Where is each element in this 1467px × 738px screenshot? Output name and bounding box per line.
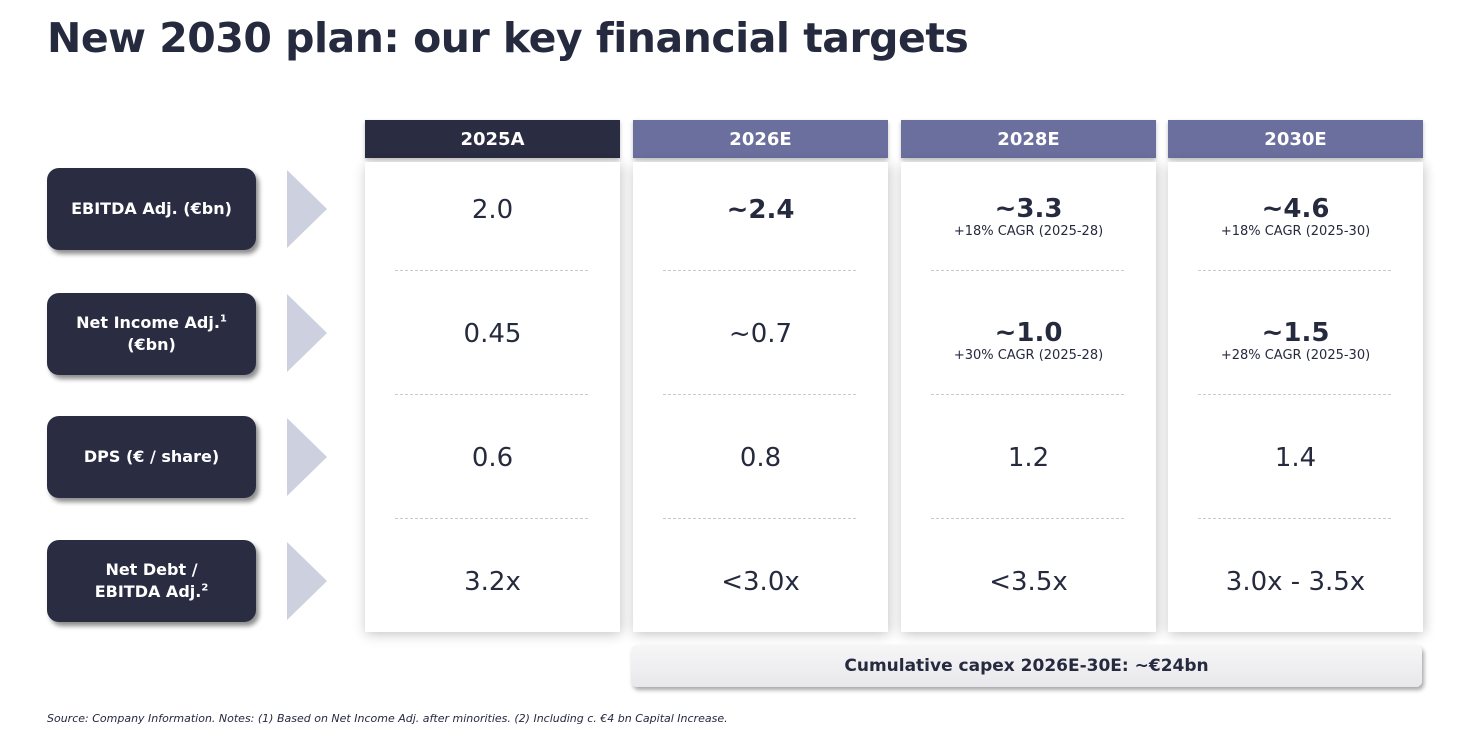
arrow-right-icon bbox=[287, 294, 327, 372]
cell-dps: 1.4 bbox=[1168, 443, 1423, 473]
arrow-right-icon bbox=[287, 418, 327, 496]
row-label-text: DPS (€ / share) bbox=[83, 447, 220, 467]
footnote-marker: 2 bbox=[201, 582, 209, 594]
row-label-text: Net Income Adj. bbox=[76, 313, 220, 333]
cell-ebitda: ~4.6 +18% CAGR (2025-30) bbox=[1168, 194, 1423, 240]
cell-net-income: 0.45 bbox=[365, 319, 620, 349]
column-2030e: 2030E ~4.6 +18% CAGR (2025-30) ~1.5 +28%… bbox=[1168, 120, 1423, 632]
cell-value: ~1.5 bbox=[1261, 318, 1330, 348]
cell-dps: 1.2 bbox=[901, 443, 1156, 473]
cell-net-income: ~1.5 +28% CAGR (2025-30) bbox=[1168, 318, 1423, 364]
column-body: ~2.4 ~0.7 0.8 <3.0x bbox=[633, 162, 888, 632]
column-2028e: 2028E ~3.3 +18% CAGR (2025-28) ~1.0 +30%… bbox=[901, 120, 1156, 632]
cell-cagr: +30% CAGR (2025-28) bbox=[953, 348, 1104, 363]
cell-cagr: +18% CAGR (2025-30) bbox=[1220, 224, 1371, 239]
row-label-text: Net Debt / bbox=[105, 560, 198, 580]
column-body: ~3.3 +18% CAGR (2025-28) ~1.0 +30% CAGR … bbox=[901, 162, 1156, 632]
cell-net-income: ~0.7 bbox=[633, 319, 888, 349]
cell-value: ~4.6 bbox=[1261, 194, 1330, 224]
cell-value: 1.2 bbox=[1007, 443, 1050, 473]
cell-value: 3.2x bbox=[464, 567, 521, 597]
cell-ebitda: ~3.3 +18% CAGR (2025-28) bbox=[901, 194, 1156, 240]
divider bbox=[663, 394, 856, 395]
cell-value: 0.8 bbox=[739, 443, 782, 473]
cell-ebitda: 2.0 bbox=[365, 195, 620, 225]
cell-dps: 0.6 bbox=[365, 443, 620, 473]
cell-value: 2.0 bbox=[471, 195, 514, 225]
row-label-text: EBITDA Adj. (€bn) bbox=[71, 199, 232, 219]
cell-net-income: ~1.0 +30% CAGR (2025-28) bbox=[901, 318, 1156, 364]
row-label-dps: DPS (€ / share) bbox=[47, 416, 256, 498]
column-body: 2.0 0.45 0.6 3.2x bbox=[365, 162, 620, 632]
cell-value: <3.0x bbox=[721, 567, 800, 597]
capex-banner: Cumulative capex 2026E-30E: ~€24bn bbox=[631, 645, 1422, 687]
column-body: ~4.6 +18% CAGR (2025-30) ~1.5 +28% CAGR … bbox=[1168, 162, 1423, 632]
footnote-marker: 1 bbox=[219, 314, 227, 326]
cell-value: ~1.0 bbox=[994, 318, 1063, 348]
column-header: 2026E bbox=[633, 120, 888, 158]
divider bbox=[663, 270, 856, 271]
cell-value: 1.4 bbox=[1274, 443, 1317, 473]
column-2025a: 2025A 2.0 0.45 0.6 3.2x bbox=[365, 120, 620, 632]
column-header: 2025A bbox=[365, 120, 620, 158]
cell-value: 0.6 bbox=[471, 443, 514, 473]
row-label-net-income: Net Income Adj.1 (€bn) bbox=[47, 293, 256, 375]
page-title: New 2030 plan: our key financial targets bbox=[47, 14, 969, 62]
divider bbox=[663, 518, 856, 519]
cell-value: ~3.3 bbox=[994, 194, 1063, 224]
divider bbox=[931, 394, 1124, 395]
cell-ebitda: ~2.4 bbox=[633, 195, 888, 225]
row-label-net-debt: Net Debt / EBITDA Adj.2 bbox=[47, 540, 256, 622]
divider bbox=[1198, 518, 1391, 519]
footnote: Source: Company Information. Notes: (1) … bbox=[47, 712, 728, 725]
divider bbox=[395, 518, 588, 519]
divider bbox=[931, 270, 1124, 271]
cell-value: 3.0x - 3.5x bbox=[1225, 567, 1366, 597]
divider bbox=[395, 394, 588, 395]
cell-net-debt: <3.5x bbox=[901, 567, 1156, 597]
column-header: 2028E bbox=[901, 120, 1156, 158]
column-header: 2030E bbox=[1168, 120, 1423, 158]
cell-value: <3.5x bbox=[989, 567, 1068, 597]
row-label-text-2: EBITDA Adj. bbox=[94, 582, 202, 601]
cell-value: ~2.4 bbox=[726, 195, 795, 225]
cell-dps: 0.8 bbox=[633, 443, 888, 473]
cell-cagr: +18% CAGR (2025-28) bbox=[953, 224, 1104, 239]
cell-net-debt: 3.2x bbox=[365, 567, 620, 597]
cell-net-debt: <3.0x bbox=[633, 567, 888, 597]
row-label-ebitda: EBITDA Adj. (€bn) bbox=[47, 168, 256, 250]
column-2026e: 2026E ~2.4 ~0.7 0.8 <3.0x bbox=[633, 120, 888, 632]
divider bbox=[1198, 270, 1391, 271]
cell-cagr: +28% CAGR (2025-30) bbox=[1220, 348, 1371, 363]
arrow-right-icon bbox=[287, 542, 327, 620]
row-label-unit: (€bn) bbox=[127, 335, 176, 354]
divider bbox=[931, 518, 1124, 519]
cell-net-debt: 3.0x - 3.5x bbox=[1168, 567, 1423, 597]
cell-value: 0.45 bbox=[463, 319, 522, 349]
divider bbox=[1198, 394, 1391, 395]
divider bbox=[395, 270, 588, 271]
cell-value: ~0.7 bbox=[728, 319, 793, 349]
arrow-right-icon bbox=[287, 170, 327, 248]
